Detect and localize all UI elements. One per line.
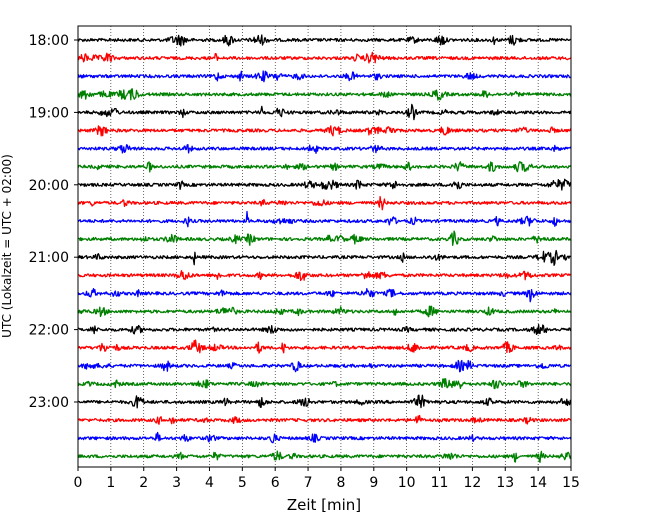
x-tick-label: 0: [74, 475, 83, 491]
y-tick-label: 20:00: [29, 178, 69, 194]
trace-2315: [78, 414, 572, 425]
trace-1930: [77, 144, 572, 154]
x-axis-title: Zeit [min]: [287, 496, 361, 514]
x-tick-label: 11: [431, 475, 449, 491]
trace-2245: [77, 378, 572, 390]
trace-1900: [77, 103, 572, 121]
trace-1830: [77, 70, 572, 83]
trace-2115: [77, 270, 572, 282]
x-tick-label: 12: [463, 475, 481, 491]
trace-2015: [77, 195, 572, 211]
trace-1945: [77, 161, 572, 173]
y-tick-label: 21:00: [29, 250, 69, 266]
x-tick-label: 6: [271, 475, 280, 491]
trace-2030: [77, 210, 572, 228]
trace-1800: [77, 34, 572, 47]
trace-1845: [77, 88, 572, 101]
trace-1915: [77, 125, 572, 137]
y-tick-label: 22:00: [29, 323, 69, 339]
x-tick-label: 2: [139, 475, 148, 491]
x-tick-label: 5: [238, 475, 247, 491]
x-tick-label: 3: [172, 475, 181, 491]
y-axis: 18:00 19:00 20:00 21:00 22:00 23:00: [29, 33, 78, 411]
x-tick-label: 14: [529, 475, 547, 491]
x-tick-label: 7: [304, 475, 313, 491]
x-tick-label: 15: [562, 475, 580, 491]
x-tick-label: 4: [205, 475, 214, 491]
y-tick-label: 18:00: [29, 33, 69, 49]
trace-2045: [77, 230, 572, 247]
trace-2345: [77, 450, 572, 463]
trace-2130: [77, 287, 572, 303]
x-tick-label: 10: [398, 475, 416, 491]
trace-1815: [77, 51, 572, 64]
x-tick-label: 13: [496, 475, 514, 491]
x-axis: 0 1 2 3 4 5 6 7 8 9 10 11 12 13 14 15: [74, 467, 580, 491]
trace-2230: [77, 359, 572, 373]
trace-2330: [77, 431, 572, 444]
trace-2145: [77, 305, 572, 318]
trace-2200: [77, 324, 572, 336]
trace-2000: [77, 178, 572, 191]
x-tick-label: 8: [336, 475, 345, 491]
trace-2100: [77, 249, 572, 266]
trace-2300: [77, 394, 572, 409]
x-tick-label: 9: [369, 475, 378, 491]
trace-2215: [77, 339, 572, 354]
y-tick-label: 23:00: [29, 395, 69, 411]
y-axis-title: UTC (Lokalzeit = UTC + 02:00): [0, 154, 14, 338]
plot-frame: [77, 25, 572, 468]
seismic-traces: [77, 34, 572, 463]
x-tick-label: 1: [106, 475, 115, 491]
y-tick-label: 19:00: [29, 105, 69, 121]
